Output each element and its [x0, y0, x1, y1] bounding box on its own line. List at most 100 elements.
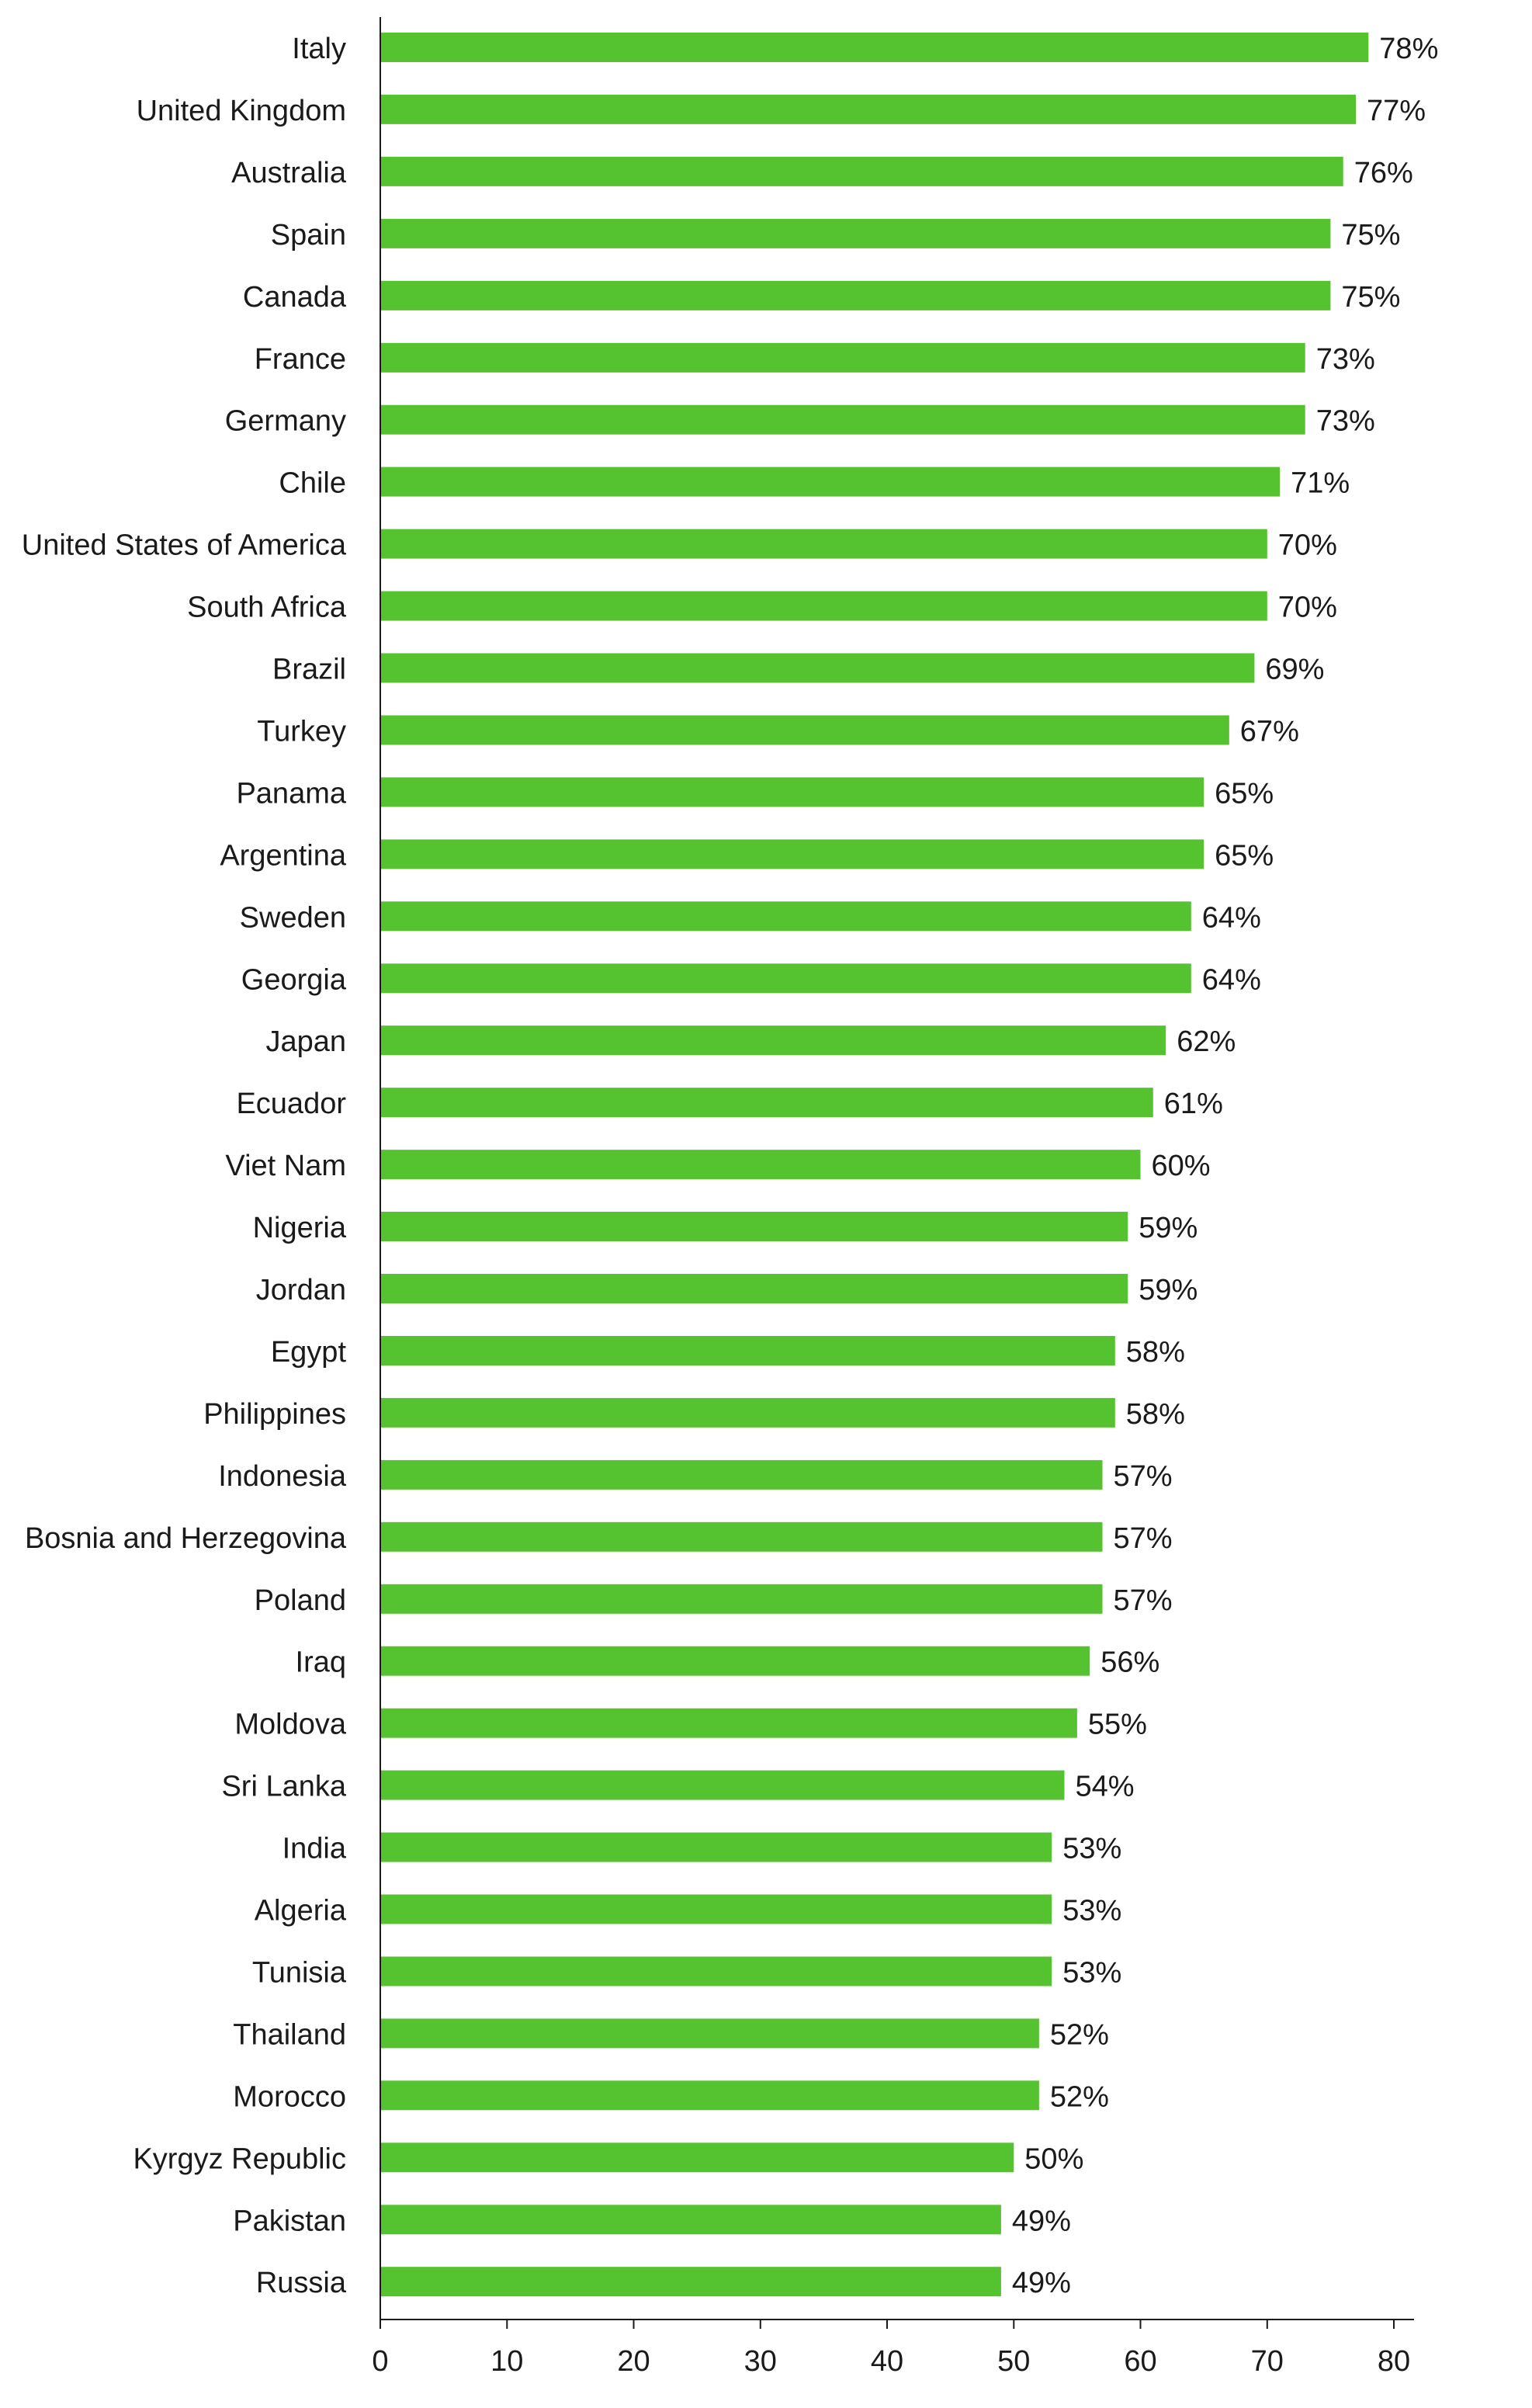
bars-layer — [381, 33, 1369, 2297]
bar — [381, 1708, 1077, 1738]
data-label: 69% — [1265, 654, 1324, 686]
data-label: 67% — [1240, 716, 1299, 748]
data-label: 52% — [1050, 2018, 1109, 2051]
category-label: Jordan — [256, 1274, 346, 1306]
category-label: Egypt — [271, 1336, 347, 1369]
category-label: India — [282, 1833, 347, 1865]
data-label: 56% — [1100, 1646, 1159, 1679]
category-label: Japan — [265, 1025, 346, 1058]
category-label: Pakistan — [233, 2205, 346, 2237]
category-label: Brazil — [272, 654, 346, 686]
category-label: France — [255, 343, 346, 376]
x-tick-label: 30 — [744, 2345, 777, 2378]
category-label: Spain — [271, 219, 346, 252]
bar — [381, 467, 1281, 497]
category-label: Nigeria — [253, 1212, 347, 1244]
bar — [381, 2080, 1039, 2111]
bar — [381, 1336, 1115, 1365]
data-label: 60% — [1152, 1150, 1211, 1182]
category-label: Tunisia — [252, 1957, 347, 1990]
x-tick-label: 60 — [1124, 2345, 1156, 2378]
bar — [381, 94, 1356, 124]
bar — [381, 963, 1191, 994]
bar — [381, 1212, 1128, 1241]
data-label: 55% — [1088, 1709, 1147, 1741]
data-label: 59% — [1139, 1274, 1198, 1306]
category-label: Italy — [292, 33, 346, 65]
bar — [381, 1150, 1141, 1180]
bar — [381, 1397, 1115, 1428]
category-label: Argentina — [220, 839, 347, 872]
category-label: Kyrgyz Republic — [133, 2143, 346, 2175]
category-label: Philippines — [203, 1398, 346, 1431]
data-label: 70% — [1278, 592, 1337, 624]
data-label: 77% — [1367, 95, 1426, 127]
bar — [381, 280, 1331, 311]
category-label: Georgia — [241, 963, 347, 996]
bar — [381, 1646, 1090, 1676]
bar — [381, 1584, 1103, 1614]
data-label: 75% — [1341, 219, 1400, 252]
data-label: 53% — [1062, 1833, 1121, 1865]
bar — [381, 342, 1305, 373]
bar — [381, 2018, 1039, 2049]
category-label: Algeria — [255, 1895, 347, 1927]
data-label: 54% — [1076, 1771, 1135, 1803]
category-label: United Kingdom — [137, 95, 346, 127]
data-label: 61% — [1164, 1088, 1223, 1120]
bar — [381, 156, 1343, 186]
category-label: Moldova — [234, 1709, 346, 1741]
data-label: 59% — [1139, 1212, 1198, 1244]
category-label: Ecuador — [236, 1088, 346, 1120]
data-label: 53% — [1062, 1895, 1121, 1927]
axis-layer: 0 10 20 30 40 50 60 70 80 — [372, 17, 1414, 2378]
category-label: Poland — [255, 1584, 346, 1617]
x-tick-label: 50 — [997, 2345, 1030, 2378]
bar — [381, 404, 1305, 435]
category-label: South Africa — [187, 592, 347, 624]
bar — [381, 653, 1255, 683]
category-label: Australia — [231, 157, 347, 189]
category-label: Chile — [279, 467, 346, 500]
data-label: 50% — [1024, 2143, 1083, 2175]
category-label: Morocco — [233, 2080, 346, 2113]
category-label: Turkey — [257, 716, 346, 748]
bar — [381, 1894, 1052, 1924]
data-label: 65% — [1215, 839, 1274, 872]
data-label: 75% — [1341, 281, 1400, 314]
bar — [381, 1956, 1052, 1986]
data-label: 58% — [1126, 1336, 1185, 1369]
data-label: 62% — [1177, 1025, 1236, 1058]
bar — [381, 2143, 1014, 2173]
category-label: Sweden — [240, 901, 346, 934]
category-label: Bosnia and Herzegovina — [25, 1522, 347, 1555]
category-label: Germany — [225, 405, 346, 438]
data-label: 64% — [1202, 901, 1261, 934]
bar — [381, 1832, 1052, 1862]
category-label: Russia — [256, 2267, 347, 2299]
bar — [381, 2205, 1001, 2235]
bar — [381, 2267, 1001, 2297]
bar — [381, 839, 1204, 869]
bar — [381, 1459, 1103, 1490]
data-label: 57% — [1114, 1460, 1173, 1493]
x-tick-label: 10 — [490, 2345, 523, 2378]
category-label: Panama — [236, 777, 346, 810]
data-label: 65% — [1215, 777, 1274, 810]
data-label: 53% — [1062, 1957, 1121, 1990]
labels-layer: Italy 78% United Kingdom 77% Australia 76% Spa… — [22, 33, 1439, 2299]
bar — [381, 1274, 1128, 1303]
data-label: 64% — [1202, 963, 1261, 996]
x-tick-label: 0 — [372, 2345, 388, 2378]
data-label: 70% — [1278, 529, 1337, 562]
data-label: 73% — [1316, 405, 1375, 438]
x-tick-label: 40 — [871, 2345, 903, 2378]
bar — [381, 1521, 1103, 1552]
data-label: 52% — [1050, 2080, 1109, 2113]
bar — [381, 777, 1204, 807]
category-label: Thailand — [233, 2018, 346, 2051]
data-label: 58% — [1126, 1398, 1185, 1431]
bar — [381, 1770, 1065, 1800]
